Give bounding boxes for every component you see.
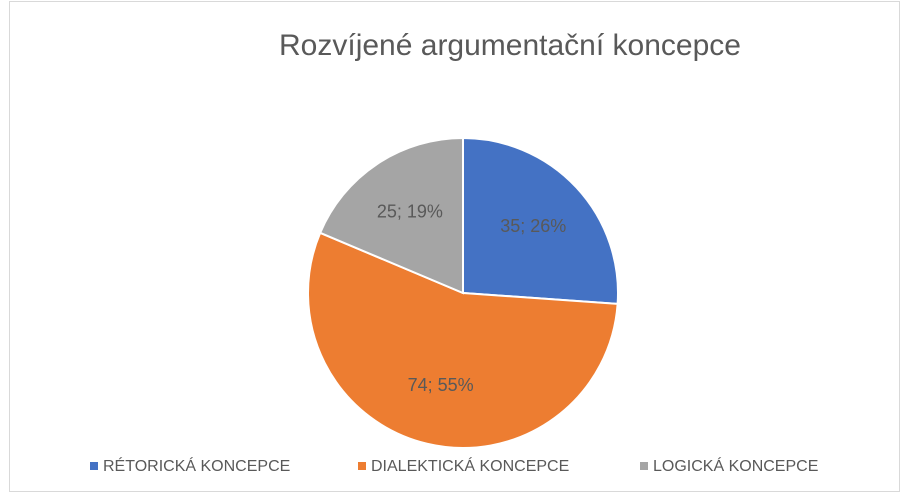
chart-title: Rozvíjené argumentační koncepce <box>279 29 741 62</box>
pie-slice <box>462 136 619 305</box>
legend-label: RÉTORICKÁ KONCEPCE <box>103 456 290 475</box>
data-label: 35; 26% <box>500 216 566 236</box>
legend-swatch <box>640 462 648 470</box>
legend-swatch <box>358 462 366 470</box>
pie-slice <box>307 231 619 449</box>
data-label: 25; 19% <box>377 202 443 222</box>
legend-label: LOGICKÁ KONCEPCE <box>653 456 818 475</box>
data-label: 74; 55% <box>408 375 474 395</box>
legend-label: DIALEKTICKÁ KONCEPCE <box>371 456 569 475</box>
pie-slice <box>318 136 464 295</box>
legend-swatch <box>90 462 98 470</box>
